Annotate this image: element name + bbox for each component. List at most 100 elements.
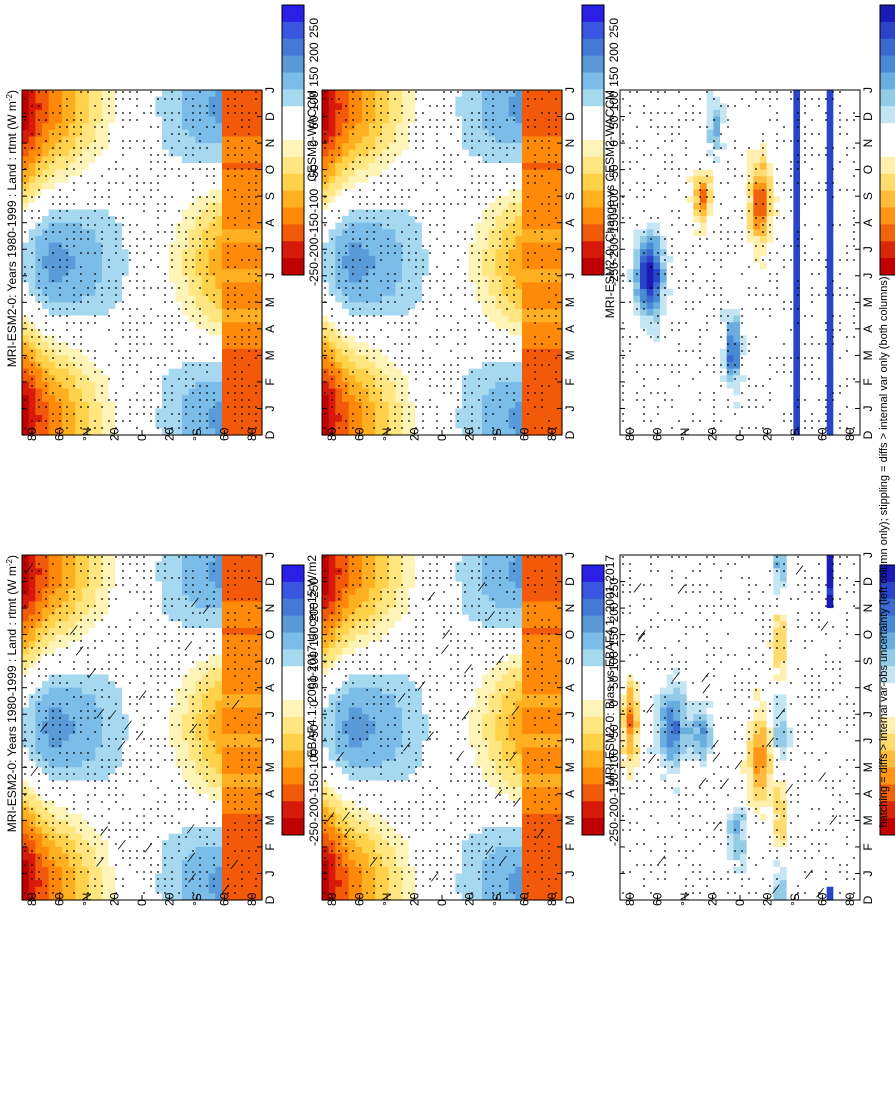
heat-cell — [62, 608, 70, 616]
stipple-dot — [150, 885, 152, 887]
heat-cell — [148, 109, 156, 118]
heat-cell — [142, 289, 150, 297]
colorbar-tick-label: 200 — [307, 602, 321, 622]
heat-cell — [168, 674, 176, 682]
heat-cell — [195, 149, 203, 157]
heat-cell — [55, 661, 63, 669]
heat-cell — [128, 840, 136, 848]
heat-cell — [168, 315, 176, 323]
heat-cell — [102, 634, 110, 642]
stipple-dot — [73, 668, 75, 670]
stipple-dot — [45, 175, 47, 177]
heat-cell — [208, 249, 216, 257]
heat-cell — [28, 707, 36, 715]
heat-cell — [102, 647, 110, 656]
heat-cell — [182, 614, 190, 622]
heat-cell — [42, 216, 50, 224]
heat-cell — [122, 707, 130, 715]
heat-cell — [222, 681, 230, 689]
heat-cell — [128, 295, 136, 303]
heat-cell — [222, 415, 230, 423]
heat-cell — [148, 295, 156, 303]
heat-cell — [228, 647, 236, 656]
heat-cell — [228, 249, 236, 257]
stipple-dot — [255, 626, 257, 628]
stipple-dot — [52, 871, 54, 873]
heat-cell — [255, 893, 263, 901]
heat-cell — [115, 734, 123, 742]
heat-cell — [48, 873, 56, 881]
heat-cell — [88, 787, 96, 795]
heat-cell — [102, 149, 110, 157]
stipple-dot — [157, 815, 159, 817]
stipple-dot — [248, 759, 250, 761]
heat-cell — [75, 90, 83, 98]
heat-cell — [75, 807, 83, 815]
stipple-dot — [185, 864, 187, 866]
stipple-dot — [178, 703, 180, 705]
heat-cell — [68, 428, 76, 436]
heat-cell — [128, 302, 136, 310]
heat-cell — [135, 767, 143, 775]
heat-cell — [75, 767, 83, 775]
heat-cell — [22, 209, 30, 217]
stipple-dot — [80, 843, 82, 845]
heat-cell — [75, 634, 83, 642]
heat-cell — [22, 315, 30, 323]
heat-cell — [242, 840, 250, 848]
heat-cell — [248, 109, 256, 118]
heat-cell — [102, 754, 110, 762]
stipple-dot — [143, 808, 145, 810]
stipple-dot — [234, 633, 236, 635]
heat-cell — [82, 634, 90, 642]
heat-cell — [188, 209, 196, 217]
stipple-dot — [234, 91, 236, 93]
heat-cell — [55, 209, 63, 217]
stipple-dot — [108, 182, 110, 184]
heat-cell — [202, 800, 210, 808]
stipple-dot — [115, 675, 117, 677]
heat-cell — [115, 342, 123, 350]
heat-cell — [22, 381, 30, 390]
heat-cell — [162, 381, 170, 390]
heat-cell — [148, 202, 156, 211]
heat-cell — [55, 189, 63, 197]
heat-cell — [142, 621, 150, 629]
heat-cell — [128, 275, 136, 283]
heat-cell — [228, 886, 236, 894]
heat-cell — [195, 116, 203, 124]
heat-cell — [148, 249, 156, 257]
heat-cell — [68, 103, 76, 111]
stipple-dot — [213, 717, 215, 719]
heat-cell — [168, 143, 176, 151]
stipple-dot — [241, 126, 243, 128]
stipple-dot — [108, 112, 110, 114]
heat-cell — [182, 428, 190, 436]
heat-cell — [155, 873, 163, 881]
stipple-dot — [31, 112, 33, 114]
stipple-dot — [192, 717, 194, 719]
stipple-dot — [59, 654, 61, 656]
stipple-dot — [150, 745, 152, 747]
heat-cell — [95, 216, 103, 224]
heat-cell — [248, 807, 256, 815]
heat-cell — [155, 767, 163, 775]
heat-cell — [222, 820, 230, 828]
heat-cell — [68, 813, 76, 821]
heat-cell — [248, 176, 256, 184]
heat-cell — [135, 169, 143, 177]
stipple-dot — [143, 619, 145, 621]
heat-cell — [248, 381, 256, 390]
stipple-dot — [185, 836, 187, 838]
heat-cell — [208, 302, 216, 310]
stipple-dot — [255, 168, 257, 170]
heat-cell — [28, 176, 36, 184]
heat-cell — [148, 328, 156, 337]
heat-cell — [155, 555, 163, 563]
heat-cell — [115, 747, 123, 755]
heat-cell — [248, 235, 256, 244]
heat-cell — [168, 681, 176, 689]
heat-cell — [215, 249, 223, 257]
heat-cell — [122, 262, 130, 270]
stipple-dot — [59, 717, 61, 719]
